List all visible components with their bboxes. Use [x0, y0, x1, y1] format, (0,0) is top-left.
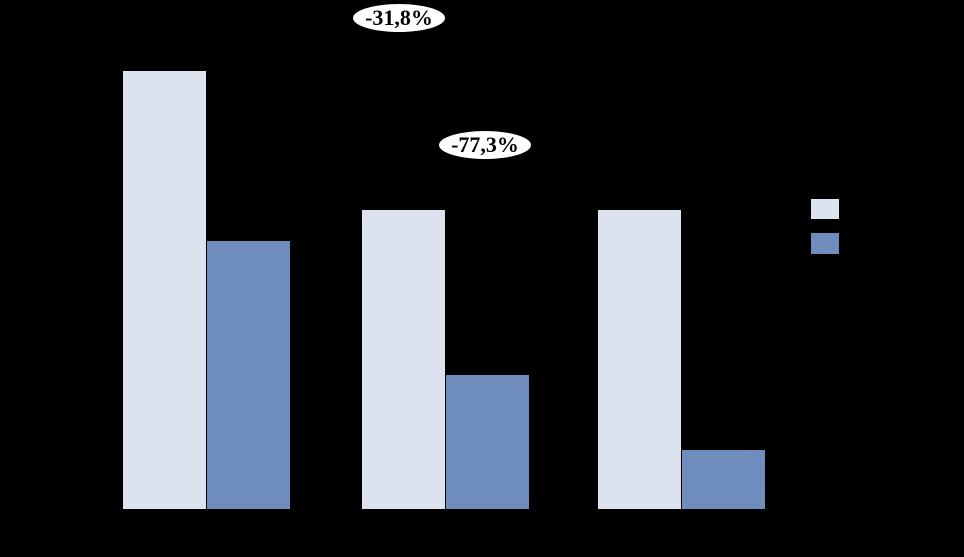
plot-area	[123, 0, 766, 509]
callout-ellipse-1: -31,8%	[351, 2, 447, 34]
callout-2-label: -77,3%	[451, 132, 519, 157]
bar-series1-group1	[123, 71, 206, 509]
bar-group-2	[362, 0, 530, 509]
bar-series1-group2	[362, 210, 445, 509]
bar-series2-group3	[682, 450, 765, 509]
legend-swatch-series1	[811, 199, 839, 219]
bar-group-1	[123, 0, 291, 509]
bar-series1-group3	[598, 210, 681, 509]
bar-series2-group1	[207, 241, 290, 509]
bar-group-3	[598, 0, 766, 509]
legend-swatch-series2	[811, 233, 839, 254]
callout-ellipse-2: -77,3%	[437, 129, 533, 161]
bar-series2-group2	[446, 375, 529, 509]
callout-1-label: -31,8%	[365, 5, 433, 30]
